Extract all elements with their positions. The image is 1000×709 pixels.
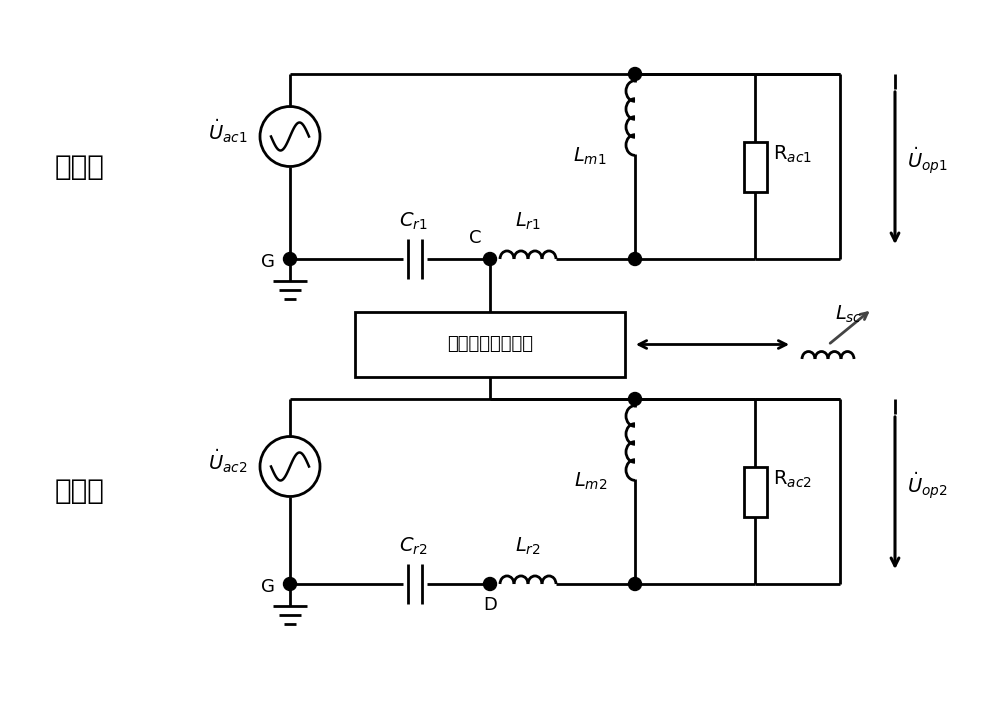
Bar	[744, 142, 767, 191]
FancyBboxPatch shape	[355, 312, 625, 377]
Text: $L_{m2}$: $L_{m2}$	[574, 471, 607, 492]
Circle shape	[484, 252, 497, 265]
Text: R$_{ac1}$: R$_{ac1}$	[773, 144, 812, 165]
Circle shape	[629, 578, 642, 591]
Text: $\dot{U}_{op2}$: $\dot{U}_{op2}$	[907, 471, 948, 502]
Text: 有源阻抗平衡单元: 有源阻抗平衡单元	[447, 335, 533, 354]
Text: $L_{sc}$: $L_{sc}$	[835, 303, 862, 325]
Circle shape	[484, 578, 497, 591]
Text: $L_{r1}$: $L_{r1}$	[515, 211, 541, 232]
Text: $L_{m1}$: $L_{m1}$	[573, 146, 607, 167]
Text: D: D	[483, 596, 497, 614]
Text: $\dot{U}_{ac1}$: $\dot{U}_{ac1}$	[208, 118, 248, 145]
Text: 模块一: 模块一	[55, 152, 105, 181]
Circle shape	[284, 252, 296, 265]
Text: 模块二: 模块二	[55, 477, 105, 506]
Text: $C_{r1}$: $C_{r1}$	[399, 211, 427, 232]
Text: $L_{r2}$: $L_{r2}$	[515, 536, 541, 557]
Text: R$_{ac2}$: R$_{ac2}$	[773, 469, 812, 490]
Circle shape	[629, 252, 642, 265]
Text: G: G	[261, 578, 275, 596]
Text: $\dot{U}_{op1}$: $\dot{U}_{op1}$	[907, 146, 948, 177]
Text: $C_{r2}$: $C_{r2}$	[399, 536, 427, 557]
Text: C: C	[470, 229, 482, 247]
Circle shape	[629, 67, 642, 81]
Bar	[744, 467, 767, 516]
Circle shape	[629, 393, 642, 406]
Circle shape	[284, 578, 296, 591]
Text: G: G	[261, 253, 275, 271]
Text: $\dot{U}_{ac2}$: $\dot{U}_{ac2}$	[208, 447, 248, 476]
